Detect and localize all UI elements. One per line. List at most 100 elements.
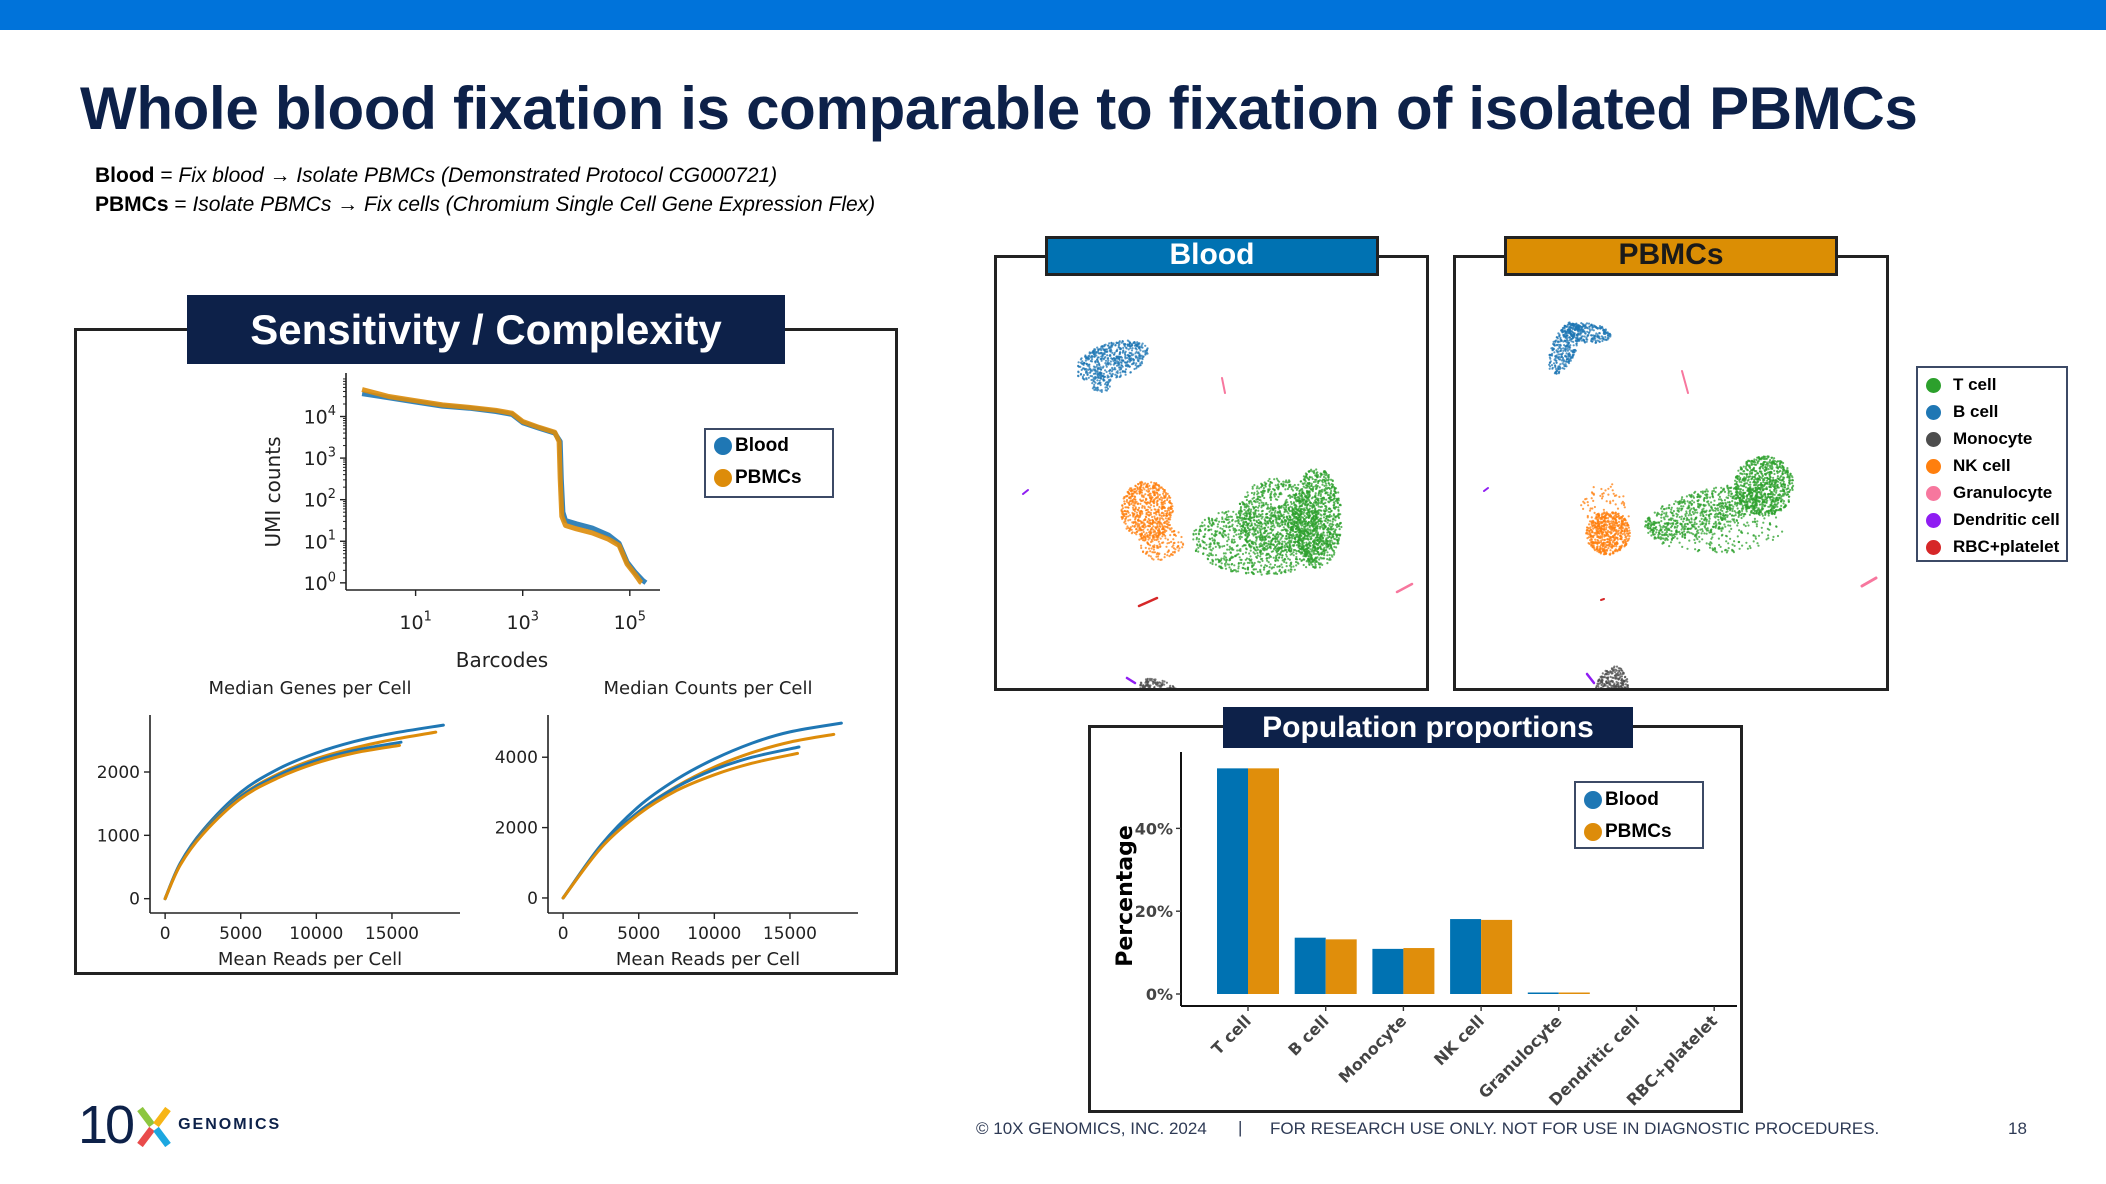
bar-blood-b-cell	[1294, 937, 1326, 994]
y-tick-label: 102	[304, 487, 336, 512]
definition-equals: =	[168, 193, 193, 216]
bar-pbmcs-nk-cell	[1481, 919, 1513, 994]
legend-item: B cell	[1926, 399, 1998, 425]
granulocyte-cluster	[1681, 370, 1689, 394]
series-line-blood	[361, 391, 648, 585]
dendritic-cell-cluster-2	[1125, 676, 1137, 685]
bar-blood-t-cell	[1217, 768, 1248, 994]
bar-pbmcs-monocyte	[1403, 948, 1435, 994]
monocyte-cluster	[1595, 665, 1630, 688]
sensitivity-legend: Blood PBMCs	[704, 428, 834, 498]
y-tick-label: 1000	[97, 826, 140, 846]
x-tick-label: 15000	[763, 924, 817, 944]
series-line-pbmcs	[361, 387, 644, 585]
legend-item: Monocyte	[1926, 426, 2032, 452]
legend-label: PBMCs	[1605, 821, 1672, 842]
bar-pbmcs-granulocyte	[1558, 992, 1590, 994]
nk-cell-cluster	[1120, 480, 1174, 542]
tick-exponent: 3	[328, 446, 336, 461]
t-cell-cluster-sparse	[1647, 502, 1784, 554]
population-legend: Blood PBMCs	[1574, 781, 1704, 849]
definition-blood: Blood = Fix blood → Isolate PBMCs (Demon…	[95, 164, 777, 188]
y-tick-label: 20%	[1135, 902, 1173, 921]
x-axis-label: Mean Reads per Cell	[616, 949, 800, 970]
monocyte-cluster	[1139, 677, 1177, 688]
tick-base: 10	[399, 612, 423, 634]
series-line-pbmcs	[163, 730, 438, 901]
tick-exponent: 5	[638, 609, 646, 624]
umap-blood-scatter	[1022, 339, 1414, 688]
legend-item: NK cell	[1926, 453, 2011, 479]
definition-term: PBMCs	[95, 193, 169, 216]
legend-item-blood: Blood	[1584, 789, 1659, 811]
legend-dot-pbmcs	[1584, 823, 1602, 841]
logo-x-icon	[137, 1107, 171, 1147]
t-cell-cluster	[1644, 484, 1759, 542]
bar-pbmcs-t-cell	[1248, 768, 1279, 994]
legend-label: Dendritic cell	[1953, 510, 2060, 529]
tick-exponent: 0	[328, 570, 336, 585]
series-line-blood	[163, 723, 445, 901]
legend-item: RBC+platelet	[1926, 534, 2059, 560]
t-cell-cluster-mid	[1236, 477, 1318, 559]
tick-base: 10	[304, 573, 328, 595]
series-line-blood	[561, 745, 801, 900]
legend-dot-icon	[1926, 377, 1941, 393]
legend-item: T cell	[1926, 372, 1996, 398]
legend-dot-icon	[1926, 485, 1941, 501]
x-tick-label: 10000	[687, 924, 741, 944]
company-logo: 10 GENOMICS	[78, 1098, 282, 1152]
x-tick-label: 5000	[617, 924, 660, 944]
umap-pbmcs-panel	[1453, 255, 1889, 691]
tick-base: 10	[304, 531, 328, 553]
tick-base: 10	[304, 490, 328, 512]
footer-copyright: © 10X GENOMICS, INC. 2024	[976, 1119, 1207, 1138]
y-tick-label: 0%	[1146, 985, 1173, 1004]
tick-exponent: 3	[531, 609, 539, 624]
slide-title: Whole blood fixation is comparable to fi…	[80, 75, 1918, 142]
x-axis-label: Mean Reads per Cell	[218, 949, 402, 970]
y-tick-label: 101	[304, 529, 336, 554]
b-cell-cluster	[1548, 321, 1580, 375]
tick-base: 10	[507, 612, 531, 634]
rbc-platelet-cluster	[1137, 596, 1159, 608]
y-tick-label: 4000	[495, 748, 538, 768]
series-line-pbmcs	[561, 732, 836, 900]
logo-word: GENOMICS	[178, 1116, 282, 1133]
legend-item-pbmcs: PBMCs	[1584, 821, 1672, 843]
population-bar-chart: 0% 20% 40%Percentage T cell B cell Monocyte NK…	[1113, 752, 1737, 1110]
b-cell-cluster	[1077, 339, 1149, 383]
definition-text: Fix blood → Isolate PBMCs (Demonstrated …	[178, 164, 778, 187]
legend-dot-icon	[1926, 431, 1941, 447]
legend-dot-icon	[1926, 458, 1941, 474]
t-cell-cluster-right	[1733, 455, 1795, 517]
y-tick-label: 103	[304, 446, 336, 471]
legend-dot-icon	[1926, 404, 1941, 420]
legend-label: Blood	[1605, 789, 1659, 810]
tick-base: 10	[304, 448, 328, 470]
definition-term: Blood	[95, 164, 155, 187]
granulocyte-cluster	[1221, 377, 1226, 394]
rbc-platelet-cluster	[1600, 598, 1605, 601]
y-tick-label: 0	[527, 889, 538, 909]
y-tick-label: 2000	[97, 763, 140, 783]
granulocyte-cluster-2	[1860, 576, 1878, 588]
median-genes-plot: Median Genes per Cell 0 1000 2000 0 5000 10000…	[97, 678, 460, 970]
series-line-pbmcs	[561, 751, 799, 900]
b-cell-cluster-arc	[1561, 322, 1612, 344]
y-tick-label: 100	[304, 570, 336, 595]
nk-cell-cluster-spread	[1580, 483, 1630, 531]
legend-label: B cell	[1953, 402, 1999, 421]
footer-disclaimer: FOR RESEARCH USE ONLY. NOT FOR USE IN DI…	[1270, 1119, 1880, 1138]
legend-label: Monocyte	[1953, 429, 2033, 448]
dendritic-cell-cluster	[1483, 487, 1489, 492]
legend-dot-icon	[1926, 512, 1941, 528]
x-tick-label: NK cell	[1430, 1011, 1488, 1069]
legend-dot-blood	[1584, 791, 1602, 809]
sensitivity-header: Sensitivity / Complexity	[187, 295, 785, 364]
x-tick-label: 101	[399, 609, 431, 634]
t-cell-cluster	[1192, 503, 1332, 576]
umap-pbmcs-header: PBMCs	[1504, 236, 1838, 276]
population-header: Population proportions	[1223, 707, 1633, 748]
legend-label: Granulocyte	[1953, 483, 2053, 502]
